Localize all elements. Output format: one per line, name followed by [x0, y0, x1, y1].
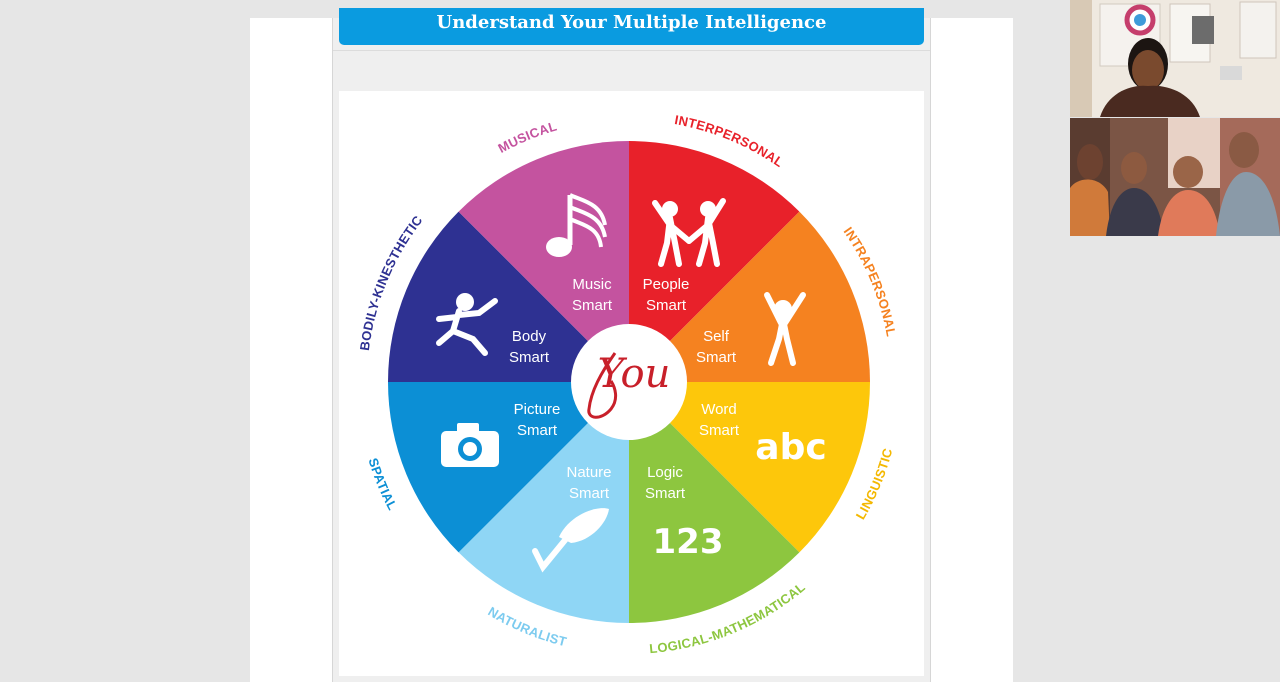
segment-label-people-line2: Smart	[646, 297, 687, 314]
center-logo: You	[571, 324, 687, 440]
segment-label-logic-line1: Logic	[647, 464, 683, 481]
slice-picture	[388, 382, 629, 553]
participant-video-icon	[1070, 118, 1280, 236]
slice-body	[388, 211, 629, 382]
segment-label-picture-line2: Smart	[517, 422, 558, 439]
segment-label-music-line2: Smart	[572, 297, 613, 314]
segment-label-people-line1: People	[643, 276, 690, 293]
segment-label-music-line1: Music	[572, 276, 612, 293]
divider	[333, 50, 930, 51]
segment-label-nature-line1: Nature	[566, 464, 611, 481]
segment-label-logic-line2: Smart	[645, 485, 686, 502]
segment-label-picture-line1: Picture	[514, 401, 561, 418]
wheel-slices	[388, 141, 870, 623]
video-call-panel	[1070, 0, 1280, 236]
slice-logic	[629, 382, 800, 623]
participant-video-icon	[1070, 0, 1280, 117]
camera-icon	[441, 423, 499, 467]
segment-label-self-line1: Self	[703, 328, 730, 345]
slide-title: Understand Your Multiple Intelligence	[436, 12, 827, 33]
wheel-icons: abc 123	[436, 193, 827, 573]
person-cheering-icon	[764, 292, 806, 366]
leaf-icon	[532, 508, 609, 573]
intelligence-wheel: INTERPERSONALINTRAPERSONALLINGUISTICLOGI…	[357, 112, 899, 656]
participant-video-tile[interactable]	[1070, 0, 1280, 117]
outer-label-word: LINGUISTIC	[853, 446, 896, 522]
slice-word	[629, 382, 870, 553]
segment-label-nature-line2: Smart	[569, 485, 610, 502]
outer-label-picture: SPATIAL	[365, 456, 400, 513]
multiple-intelligence-image: INTERPERSONAL INTRAPERSONAL LINGUISTIC LOGI…	[339, 91, 924, 676]
guitar-icon	[587, 352, 618, 419]
music-note-icon	[546, 193, 607, 257]
abc-text-icon: abc	[755, 427, 826, 468]
center-you-text: You	[598, 351, 671, 397]
slice-nature	[458, 382, 629, 623]
outer-label-music: MUSICAL	[495, 118, 558, 156]
slide-title-banner: Understand Your Multiple Intelligence	[339, 8, 924, 45]
running-person-icon	[436, 293, 498, 356]
segment-label-body-line2: Smart	[509, 349, 550, 366]
participant-video-tile[interactable]	[1070, 118, 1280, 236]
segment-label-word-line1: Word	[701, 401, 737, 418]
wheel-inner-labels: People Smart Self Smart Word Smart Logic Smart N…	[509, 276, 740, 502]
slice-self	[629, 211, 870, 382]
segment-label-self-line2: Smart	[696, 349, 737, 366]
segment-label-word-line2: Smart	[699, 422, 740, 439]
two-people-icon	[652, 198, 726, 267]
segment-label-body-line1: Body	[512, 328, 547, 345]
numbers-icon: 123	[653, 522, 724, 562]
